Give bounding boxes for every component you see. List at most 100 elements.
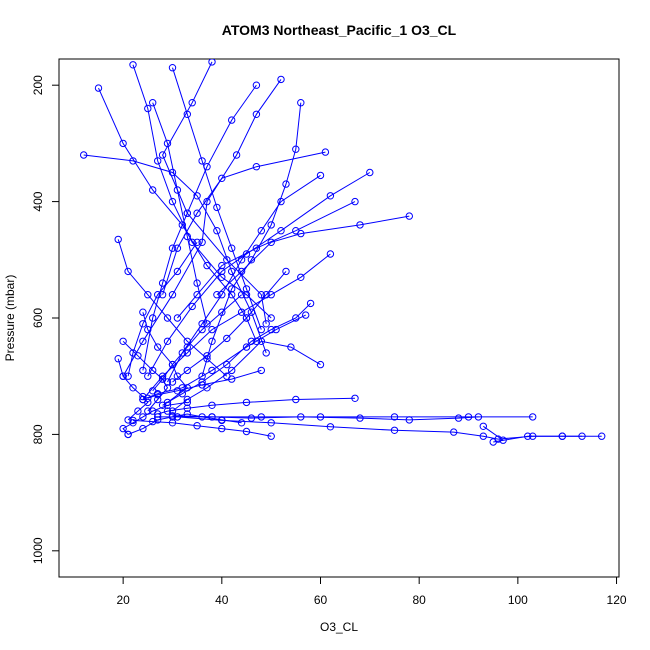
data-point — [578, 432, 586, 440]
series-line — [132, 419, 272, 437]
series-34 — [124, 238, 201, 380]
data-point — [168, 291, 177, 299]
data-point — [479, 422, 487, 430]
data-point — [149, 417, 157, 426]
series-line — [152, 102, 208, 324]
data-point — [173, 413, 182, 421]
data-point — [218, 267, 226, 276]
data-point — [326, 192, 335, 200]
data-point — [267, 432, 275, 440]
data-point — [114, 355, 122, 363]
data-point — [208, 337, 216, 345]
data-point — [163, 407, 172, 415]
data-point — [356, 221, 364, 229]
data-point — [144, 325, 152, 334]
data-point — [351, 197, 359, 206]
series-line — [147, 172, 371, 377]
series-28 — [119, 398, 192, 439]
data-point — [267, 419, 275, 427]
data-point — [139, 366, 147, 375]
data-point — [198, 320, 206, 328]
data-point — [80, 151, 88, 159]
data-point — [213, 291, 221, 299]
series-line — [83, 154, 267, 354]
data-point — [257, 325, 265, 334]
data-point — [282, 180, 290, 188]
data-point — [208, 325, 216, 334]
series-line — [122, 79, 282, 377]
series-line — [157, 397, 356, 415]
data-point — [297, 99, 305, 107]
x-tick-label: 40 — [215, 593, 229, 607]
data-point — [173, 267, 182, 276]
series-line — [172, 67, 262, 330]
data-point — [149, 387, 157, 395]
y-axis-label: Pressure (mbar) — [3, 275, 17, 362]
data-point — [144, 104, 152, 113]
data-point — [247, 414, 256, 422]
data-point — [144, 394, 152, 402]
data-point — [178, 221, 187, 229]
data-point — [390, 426, 399, 434]
series-29 — [144, 366, 265, 402]
data-point — [267, 314, 275, 322]
data-point — [144, 291, 152, 299]
data-point — [277, 197, 285, 206]
data-point — [139, 413, 147, 421]
data-point — [218, 308, 226, 316]
data-point — [474, 413, 483, 421]
data-point — [198, 157, 206, 165]
data-point — [267, 291, 275, 299]
data-point — [489, 438, 497, 446]
data-point — [390, 413, 399, 421]
data-point — [558, 432, 566, 440]
data-point — [183, 209, 192, 217]
data-point — [163, 314, 172, 322]
data-point — [188, 302, 196, 311]
data-point — [257, 227, 265, 235]
series-25 — [479, 422, 586, 446]
data-point — [203, 261, 211, 270]
data-point — [158, 375, 167, 383]
data-point — [203, 352, 211, 360]
data-point — [228, 244, 236, 252]
data-point — [242, 314, 251, 322]
data-point — [262, 320, 270, 328]
data-point — [529, 413, 537, 421]
data-point — [351, 394, 359, 402]
data-point — [218, 174, 226, 183]
data-point — [366, 168, 374, 177]
x-tick-label: 120 — [607, 593, 627, 607]
series-line — [122, 401, 188, 435]
data-point — [218, 424, 226, 433]
series-30 — [149, 291, 246, 395]
data-point — [208, 401, 216, 409]
data-point — [168, 360, 177, 369]
series-line — [201, 102, 302, 377]
data-point — [499, 436, 507, 444]
series-line — [142, 314, 306, 400]
data-point — [252, 81, 261, 89]
data-point — [598, 432, 606, 440]
data-point — [124, 267, 132, 276]
data-point — [144, 372, 152, 380]
data-point — [450, 428, 458, 436]
data-point — [158, 151, 167, 159]
data-point — [405, 212, 413, 220]
data-point — [252, 163, 261, 171]
data-point — [454, 414, 463, 422]
data-point — [321, 148, 330, 156]
data-point — [524, 432, 532, 440]
series-5 — [198, 99, 305, 380]
data-point — [242, 285, 251, 293]
data-point — [198, 372, 206, 380]
data-point — [168, 64, 177, 72]
data-point — [149, 314, 157, 322]
data-point — [139, 424, 147, 433]
data-point — [277, 75, 285, 84]
data-point — [183, 343, 192, 351]
data-point — [163, 384, 172, 392]
series-9 — [213, 212, 413, 299]
data-point — [213, 227, 221, 235]
data-point — [208, 413, 216, 421]
